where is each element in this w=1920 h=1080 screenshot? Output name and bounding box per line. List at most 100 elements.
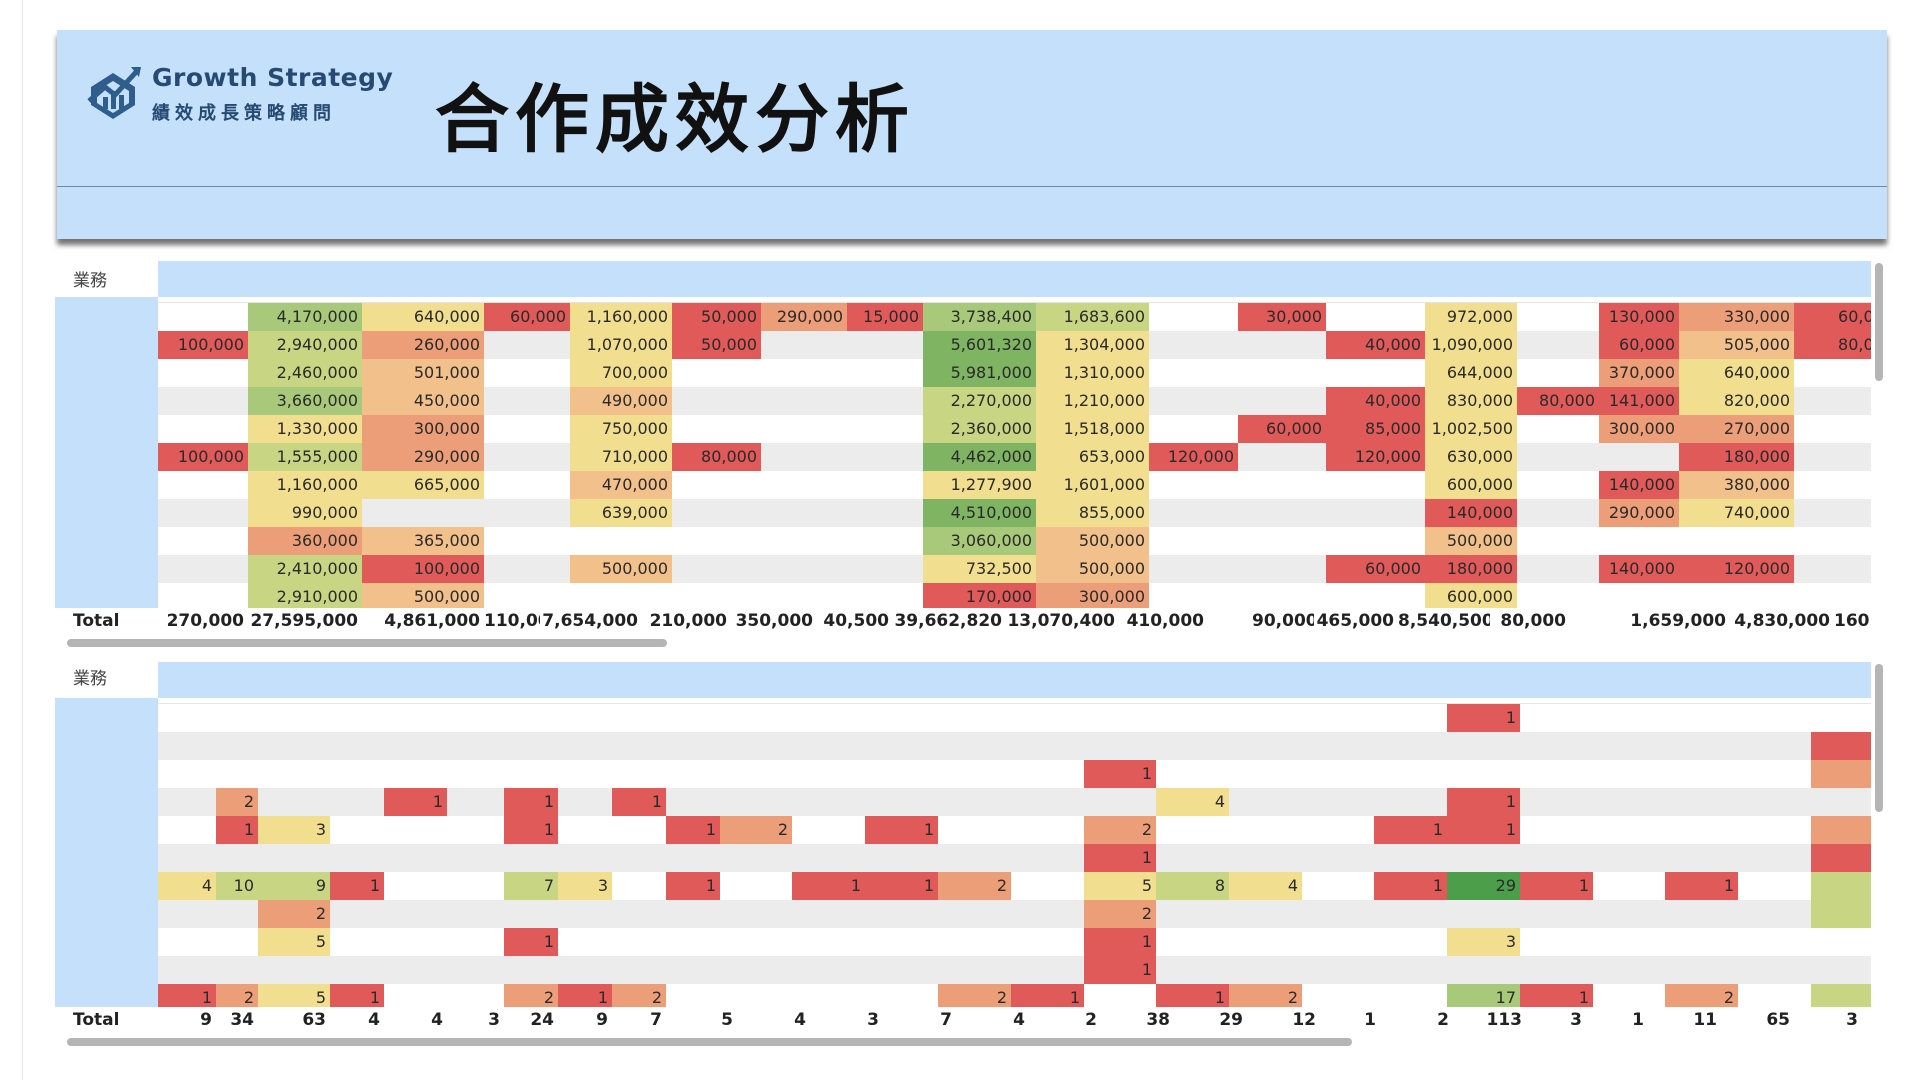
matrix-cell[interactable]: 2 [216,788,258,816]
matrix-cell[interactable]: 3,660,000 [248,387,362,415]
horizontal-scrollbar[interactable] [67,639,667,647]
matrix-cell[interactable]: 4 [158,872,216,900]
matrix-cell[interactable]: 29 [1447,872,1520,900]
matrix-cell[interactable]: 700,000 [570,359,672,387]
matrix-cell[interactable]: 2,910,000 [248,583,362,608]
matrix-cell[interactable]: 2,460,000 [248,359,362,387]
matrix-cell[interactable]: 1 [504,816,558,844]
matrix-cell[interactable]: 505,000 [1679,331,1794,359]
matrix-cell[interactable]: 644,000 [1425,359,1517,387]
matrix-cell[interactable]: 365,000 [362,527,484,555]
matrix-cell[interactable]: 2 [1229,984,1302,1007]
matrix-cell[interactable]: 1 [1084,956,1156,984]
matrix-cell[interactable]: 3,060,000 [923,527,1036,555]
matrix-cell[interactable]: 120,000 [1326,443,1425,471]
matrix-cell[interactable]: 1 [792,872,865,900]
matrix-cell[interactable]: 500,000 [1036,527,1149,555]
matrix-cell[interactable]: 5 [258,984,330,1007]
matrix-cell[interactable]: 8 [1156,872,1229,900]
matrix-cell[interactable]: 653,000 [1036,443,1149,471]
matrix-cell[interactable]: 50,000 [672,303,761,331]
matrix-cell[interactable]: 60,000 [1326,555,1425,583]
matrix-cell[interactable]: 60,000 [1794,303,1871,331]
matrix-cell[interactable]: 6 [1811,872,1871,900]
matrix-cell[interactable]: 6 [1811,900,1871,928]
matrix-cell[interactable]: 1 [330,984,384,1007]
matrix-cell[interactable]: 100,000 [158,443,248,471]
matrix-cell[interactable]: 450,000 [362,387,484,415]
matrix-cell[interactable]: 380,000 [1679,471,1794,499]
matrix-cell[interactable]: 1 [504,788,558,816]
matrix-cell[interactable]: 2 [938,872,1011,900]
matrix-cell[interactable]: 2 [1811,816,1871,844]
matrix-cell[interactable]: 100,000 [158,331,248,359]
matrix-cell[interactable]: 600,000 [1425,583,1517,608]
matrix-cell[interactable]: 1 [1447,816,1520,844]
matrix-cell[interactable]: 1,683,600 [1036,303,1149,331]
matrix-cell[interactable]: 1 [666,872,720,900]
amount-matrix[interactable]: 業務 4,170,000 640,000 60,000 1,160,000 50,000… [55,255,1885,650]
matrix-cell[interactable]: 9 [258,872,330,900]
matrix-cell[interactable]: 80,000 [672,443,761,471]
matrix-cell[interactable]: 1,518,000 [1036,415,1149,443]
matrix-cell[interactable]: 85,000 [1326,415,1425,443]
matrix-cell[interactable]: 1 [1084,760,1156,788]
matrix-cell[interactable]: 1 [330,872,384,900]
matrix-cell[interactable]: 1,277,900 [923,471,1036,499]
matrix-cell[interactable]: 50,000 [672,331,761,359]
matrix-cell[interactable]: 100,000 [362,555,484,583]
matrix-cell[interactable]: 120,000 [1679,555,1794,583]
matrix-cell[interactable]: 17 [1447,984,1520,1007]
matrix-cell[interactable]: 750,000 [570,415,672,443]
vertical-scrollbar[interactable] [1875,664,1883,812]
matrix-cell[interactable]: 2 [216,984,258,1007]
matrix-cell[interactable]: 170,000 [923,583,1036,608]
matrix-cell[interactable]: 2 [1084,816,1156,844]
matrix-cell[interactable]: 3 [558,872,612,900]
matrix-cell[interactable]: 1,601,000 [1036,471,1149,499]
matrix-cell[interactable]: 820,000 [1679,387,1794,415]
matrix-cell[interactable]: 1,090,000 [1425,331,1517,359]
matrix-cell[interactable]: 1,070,000 [570,331,672,359]
matrix-cell[interactable]: 180,000 [1425,555,1517,583]
matrix-cell[interactable]: 1 [216,816,258,844]
matrix-cell[interactable]: 1 [612,788,666,816]
matrix-cell[interactable]: 4 [1156,788,1229,816]
matrix-cell[interactable]: 1,330,000 [248,415,362,443]
matrix-cell[interactable]: 1 [865,872,938,900]
matrix-cell[interactable]: 1 [865,816,938,844]
matrix-cell[interactable]: 1,555,000 [248,443,362,471]
matrix-cell[interactable]: 1,160,000 [570,303,672,331]
matrix-cell[interactable]: 270,000 [1679,415,1794,443]
matrix-cell[interactable]: 500,000 [362,583,484,608]
matrix-cell[interactable]: 7 [504,872,558,900]
matrix-cell[interactable]: 2 [504,984,558,1007]
matrix-cell[interactable]: 665,000 [362,471,484,499]
matrix-cell[interactable]: 290,000 [761,303,847,331]
matrix-cell[interactable]: 140,000 [1599,471,1679,499]
matrix-cell[interactable]: 40,000 [1326,331,1425,359]
vertical-scrollbar[interactable] [1875,263,1883,381]
matrix-cell[interactable]: 1 [1156,984,1229,1007]
matrix-cell[interactable]: 80,000 [1794,331,1871,359]
matrix-cell[interactable]: 1 [558,984,612,1007]
matrix-cell[interactable]: 290,000 [1599,499,1679,527]
matrix-cell[interactable]: 1 [1447,788,1520,816]
matrix-cell[interactable]: 1 [1811,844,1871,872]
matrix-cell[interactable]: 140,000 [1425,499,1517,527]
matrix-cell[interactable]: 140,000 [1599,555,1679,583]
matrix-cell[interactable]: 1 [666,816,720,844]
matrix-cell[interactable]: 639,000 [570,499,672,527]
matrix-cell[interactable]: 2 [258,900,330,928]
matrix-cell[interactable]: 5 [258,928,330,956]
matrix-cell[interactable]: 15,000 [847,303,923,331]
matrix-cell[interactable]: 1 [1447,704,1520,732]
matrix-cell[interactable]: 130,000 [1599,303,1679,331]
matrix-cell[interactable]: 732,500 [923,555,1036,583]
matrix-cell[interactable]: 120,000 [1149,443,1238,471]
matrix-cell[interactable]: 300,000 [1036,583,1149,608]
matrix-cell[interactable]: 4,510,000 [923,499,1036,527]
matrix-cell[interactable]: 60,000 [1238,415,1326,443]
matrix-cell[interactable]: 500,000 [1425,527,1517,555]
matrix-cell[interactable]: 501,000 [362,359,484,387]
